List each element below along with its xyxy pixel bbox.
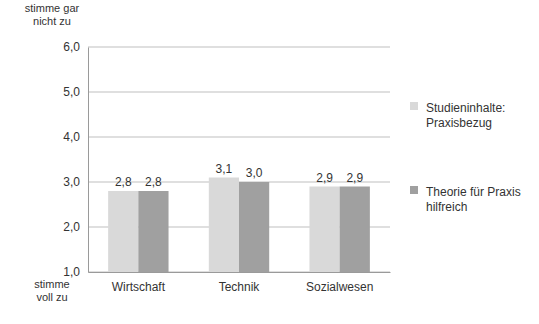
y-tick-label: 6,0 [63, 40, 80, 54]
y-tick-label: 2,0 [63, 220, 80, 234]
data-labels: 2,8 3,1 2,9 2,8 3,0 2,9 [115, 162, 364, 190]
y-tick-label: 5,0 [63, 85, 80, 99]
legend-swatch [410, 102, 418, 110]
y-tick: 2,0 [63, 220, 88, 234]
x-tick-label: Technik [219, 280, 261, 294]
data-label: 2,9 [346, 171, 363, 185]
x-axis-line [89, 272, 391, 273]
x-tick: Wirtschaft [112, 272, 166, 294]
data-label: 2,8 [145, 175, 162, 189]
bar [309, 187, 339, 273]
axis-end-label: stimme garnicht zu [25, 2, 80, 27]
x-tick: Sozialwesen [306, 272, 373, 294]
grid-line [88, 47, 390, 48]
bar [138, 191, 168, 272]
grid-line [88, 137, 390, 138]
legend-swatch [410, 186, 418, 194]
legend-label: Theorie für Praxishilfreich [426, 185, 521, 214]
bar [239, 182, 269, 272]
y-axis-line [88, 48, 89, 273]
y-tick: 3,0 [63, 175, 88, 189]
y-tick: 4,0 [63, 130, 88, 144]
grid-line [88, 92, 390, 93]
data-label: 2,8 [115, 175, 132, 189]
legend-item: Studieninhalte:Praxisbezug [410, 101, 505, 130]
data-label: 3,1 [216, 162, 233, 176]
legend: Studieninhalte:Praxisbezug Theorie für Pr… [410, 101, 521, 214]
y-tick-label: 3,0 [63, 175, 80, 189]
y-tick: 6,0 [63, 40, 88, 54]
y-axis: 1,02,03,04,05,06,0 [63, 40, 88, 279]
x-tick-label: Wirtschaft [112, 280, 166, 294]
x-axis: Wirtschaft Technik Sozialwesen [89, 272, 391, 294]
y-tick-label: 4,0 [63, 130, 80, 144]
x-tick-label: Sozialwesen [306, 280, 373, 294]
legend-label: Studieninhalte:Praxisbezug [426, 101, 505, 130]
y-tick: 5,0 [63, 85, 88, 99]
annotations: stimme garnicht zu stimmevoll zu [25, 2, 80, 303]
bars [108, 178, 370, 273]
x-tick: Technik [219, 272, 261, 294]
legend-item: Theorie für Praxishilfreich [410, 185, 521, 214]
bar [209, 178, 239, 273]
chart: 1,02,03,04,05,06,0WirtschaftTechnikSozia… [0, 0, 539, 324]
bar [108, 191, 138, 272]
data-label: 3,0 [246, 166, 263, 180]
axis-end-label: stimmevoll zu [34, 278, 69, 303]
data-label: 2,9 [316, 171, 333, 185]
grid [88, 47, 390, 272]
bar [340, 187, 370, 273]
